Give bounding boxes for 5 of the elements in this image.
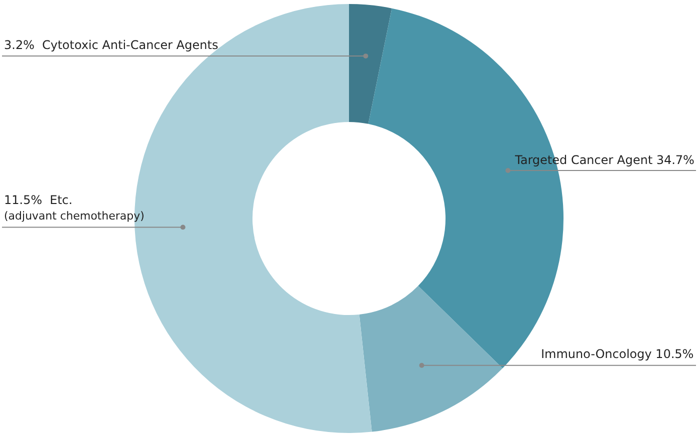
donut-slice <box>359 286 503 432</box>
donut-slice <box>349 4 392 124</box>
slice-label: 3.2% Cytotoxic Anti-Cancer Agents <box>4 38 218 52</box>
slice-label: 11.5% Etc. (adjuvant chemotherapy) <box>4 193 144 223</box>
slice-label: Immuno-Oncology 10.5% <box>541 347 694 361</box>
